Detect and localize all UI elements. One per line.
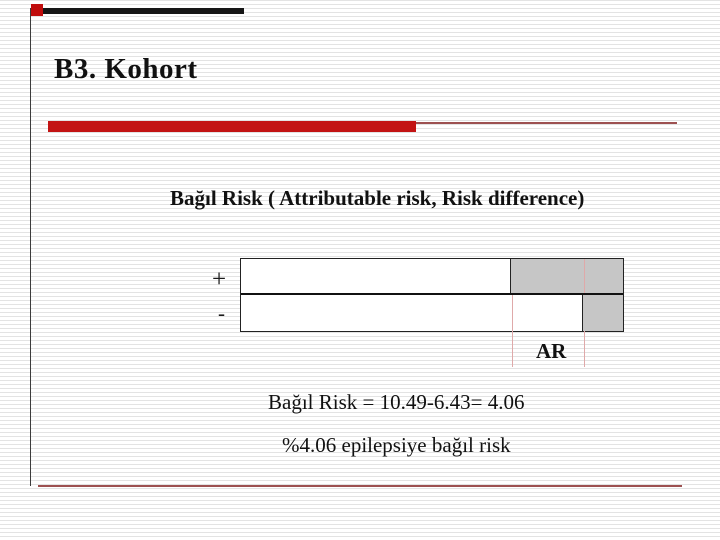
title-underline-thin-rule bbox=[416, 122, 677, 124]
slide-title: B3. Kohort bbox=[54, 53, 198, 85]
title-underline-bar bbox=[48, 121, 416, 132]
left-vertical-rule bbox=[30, 8, 31, 486]
top-left-black-bar bbox=[30, 8, 244, 14]
unexposed-row-label: - bbox=[218, 301, 225, 325]
exposed-diseased-segment bbox=[510, 259, 623, 294]
ar-guide-line-left bbox=[512, 295, 513, 367]
exposed-row-label: + bbox=[212, 266, 227, 293]
row-divider-line bbox=[241, 293, 623, 295]
ar-label: AR bbox=[536, 339, 567, 363]
unexposed-diseased-segment bbox=[582, 295, 623, 331]
section-heading: Bağıl Risk ( Attributable risk, Risk dif… bbox=[170, 186, 585, 210]
top-left-red-square bbox=[31, 4, 43, 16]
attributable-risk-formula: Bağıl Risk = 10.49-6.43= 4.06 bbox=[268, 390, 525, 414]
attributable-risk-note: %4.06 epilepsiye bağıl risk bbox=[282, 433, 511, 457]
bottom-thin-rule bbox=[38, 485, 682, 487]
